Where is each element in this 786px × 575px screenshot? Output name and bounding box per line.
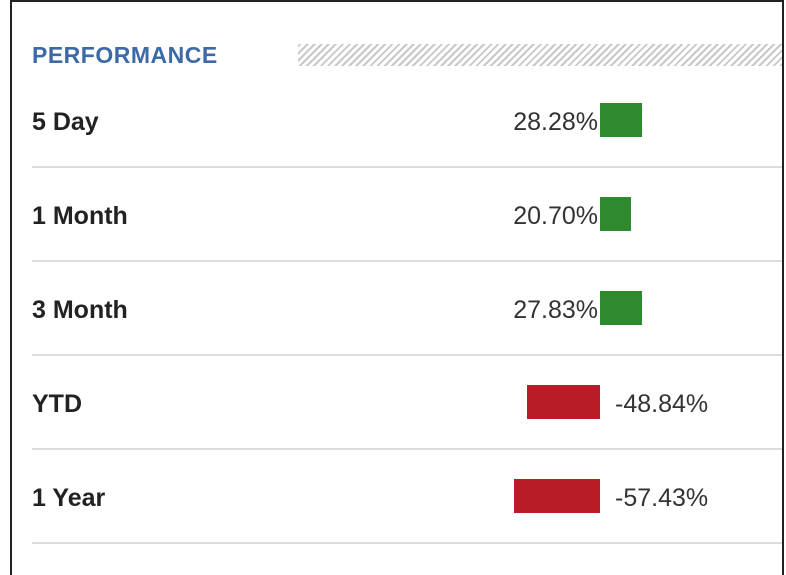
performance-bar: [513, 479, 600, 513]
row-value: 20.70%: [513, 202, 598, 230]
row-value: -48.84%: [615, 390, 709, 418]
performance-row-1-year: 1 Year -57.43%: [32, 450, 782, 544]
row-label: 3 Month: [32, 296, 128, 324]
row-value: 27.83%: [513, 296, 598, 324]
performance-row-ytd: YTD -48.84%: [32, 356, 782, 450]
row-label: YTD: [32, 390, 82, 418]
row-label: 1 Month: [32, 202, 128, 230]
performance-row-5-day: 5 Day 28.28%: [32, 74, 782, 168]
row-label: 1 Year: [32, 484, 106, 512]
performance-bar: [600, 197, 632, 231]
row-label: 5 Day: [32, 108, 99, 136]
performance-row-3-month: 3 Month 27.83%: [32, 262, 782, 356]
performance-bar: [600, 291, 642, 325]
header-hatch-decoration: [298, 44, 782, 66]
row-value: 28.28%: [513, 108, 598, 136]
performance-widget: PERFORMANCE 5 Day 28.28% 1 Month 20.70% …: [10, 0, 784, 575]
performance-row-1-month: 1 Month 20.70%: [32, 168, 782, 262]
row-value: -57.43%: [615, 484, 709, 512]
performance-title: PERFORMANCE: [32, 42, 218, 68]
performance-header: PERFORMANCE: [32, 40, 782, 70]
performance-bar: [526, 385, 600, 419]
performance-bar: [600, 103, 643, 137]
